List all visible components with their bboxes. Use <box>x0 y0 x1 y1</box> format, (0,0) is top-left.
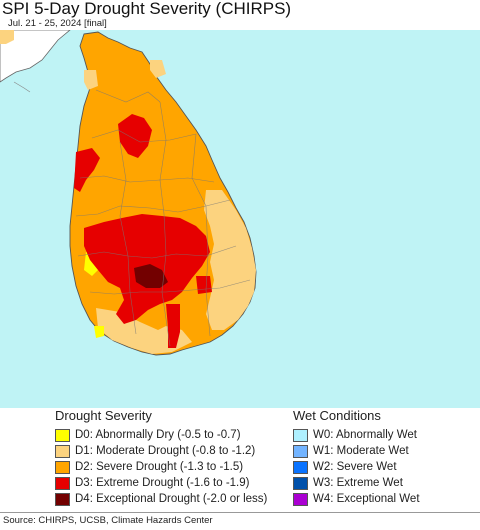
legend-item-w4: W4: Exceptional Wet <box>293 491 420 507</box>
legend-label: D3: Extreme Drought (-1.6 to -1.9) <box>75 477 250 489</box>
legend-label: W0: Abnormally Wet <box>313 429 417 441</box>
d1-north-patch <box>150 60 166 78</box>
legend-item-d0: D0: Abnormally Dry (-0.5 to -0.7) <box>55 427 267 443</box>
india-drought-patch <box>0 30 14 44</box>
district-boundaries <box>75 89 251 347</box>
legend-swatch <box>293 460 308 474</box>
legend-item-w1: W1: Moderate Wet <box>293 443 420 459</box>
legend-item-w0: W0: Abnormally Wet <box>293 427 420 443</box>
legend-label: W3: Extreme Wet <box>313 477 403 489</box>
footer-divider <box>0 512 480 513</box>
legend-swatch <box>55 460 70 474</box>
d3-east-patch <box>196 276 212 294</box>
map-title: SPI 5-Day Drought Severity (CHIRPS) <box>2 0 292 18</box>
legend-swatch <box>293 476 308 490</box>
d1-east-region <box>204 190 256 330</box>
legend-swatch <box>55 476 70 490</box>
legend-label: W1: Moderate Wet <box>313 445 409 457</box>
drought-legend-heading: Drought Severity <box>55 408 152 423</box>
drought-legend-list: D0: Abnormally Dry (-0.5 to -0.7) D1: Mo… <box>55 427 267 507</box>
legend-label: D4: Exceptional Drought (-2.0 or less) <box>75 493 268 505</box>
india-coast <box>0 30 71 83</box>
wet-legend-heading: Wet Conditions <box>293 408 381 423</box>
d3-northwest-strip <box>74 148 100 192</box>
legend-swatch <box>55 492 70 506</box>
d3-north-block <box>118 114 152 158</box>
legend-swatch <box>55 444 70 458</box>
legend-item-d2: D2: Severe Drought (-1.3 to -1.5) <box>55 459 267 475</box>
map-subtitle: Jul. 21 - 25, 2024 [final] <box>8 18 107 29</box>
legend-item-w2: W2: Severe Wet <box>293 459 420 475</box>
wet-legend-list: W0: Abnormally Wet W1: Moderate Wet W2: … <box>293 427 420 507</box>
legend-label: D1: Moderate Drought (-0.8 to -1.2) <box>75 445 256 457</box>
d1-northwest-patch <box>84 70 98 90</box>
legend-item-d3: D3: Extreme Drought (-1.6 to -1.9) <box>55 475 267 491</box>
source-credit: Source: CHIRPS, UCSB, Climate Hazards Ce… <box>3 515 213 526</box>
d0-west-patch-2 <box>94 326 104 338</box>
legend-swatch <box>293 492 308 506</box>
india-coast-line <box>13 81 31 93</box>
drought-map <box>0 30 480 408</box>
d3-south-strip <box>166 304 180 348</box>
wet-conditions-legend: Wet Conditions W0: Abnormally Wet W1: Mo… <box>293 408 420 507</box>
legend-swatch <box>293 444 308 458</box>
legend-item-d1: D1: Moderate Drought (-0.8 to -1.2) <box>55 443 267 459</box>
legend-label: W2: Severe Wet <box>313 461 397 473</box>
d4-core <box>134 264 168 288</box>
legend-item-w3: W3: Extreme Wet <box>293 475 420 491</box>
legend-label: W4: Exceptional Wet <box>313 493 420 505</box>
legend-label: D2: Severe Drought (-1.3 to -1.5) <box>75 461 244 473</box>
legend-item-d4: D4: Exceptional Drought (-2.0 or less) <box>55 491 267 507</box>
drought-severity-legend: Drought Severity D0: Abnormally Dry (-0.… <box>55 408 267 507</box>
legend-swatch <box>55 428 70 442</box>
legend-swatch <box>293 428 308 442</box>
legend-label: D0: Abnormally Dry (-0.5 to -0.7) <box>75 429 241 441</box>
